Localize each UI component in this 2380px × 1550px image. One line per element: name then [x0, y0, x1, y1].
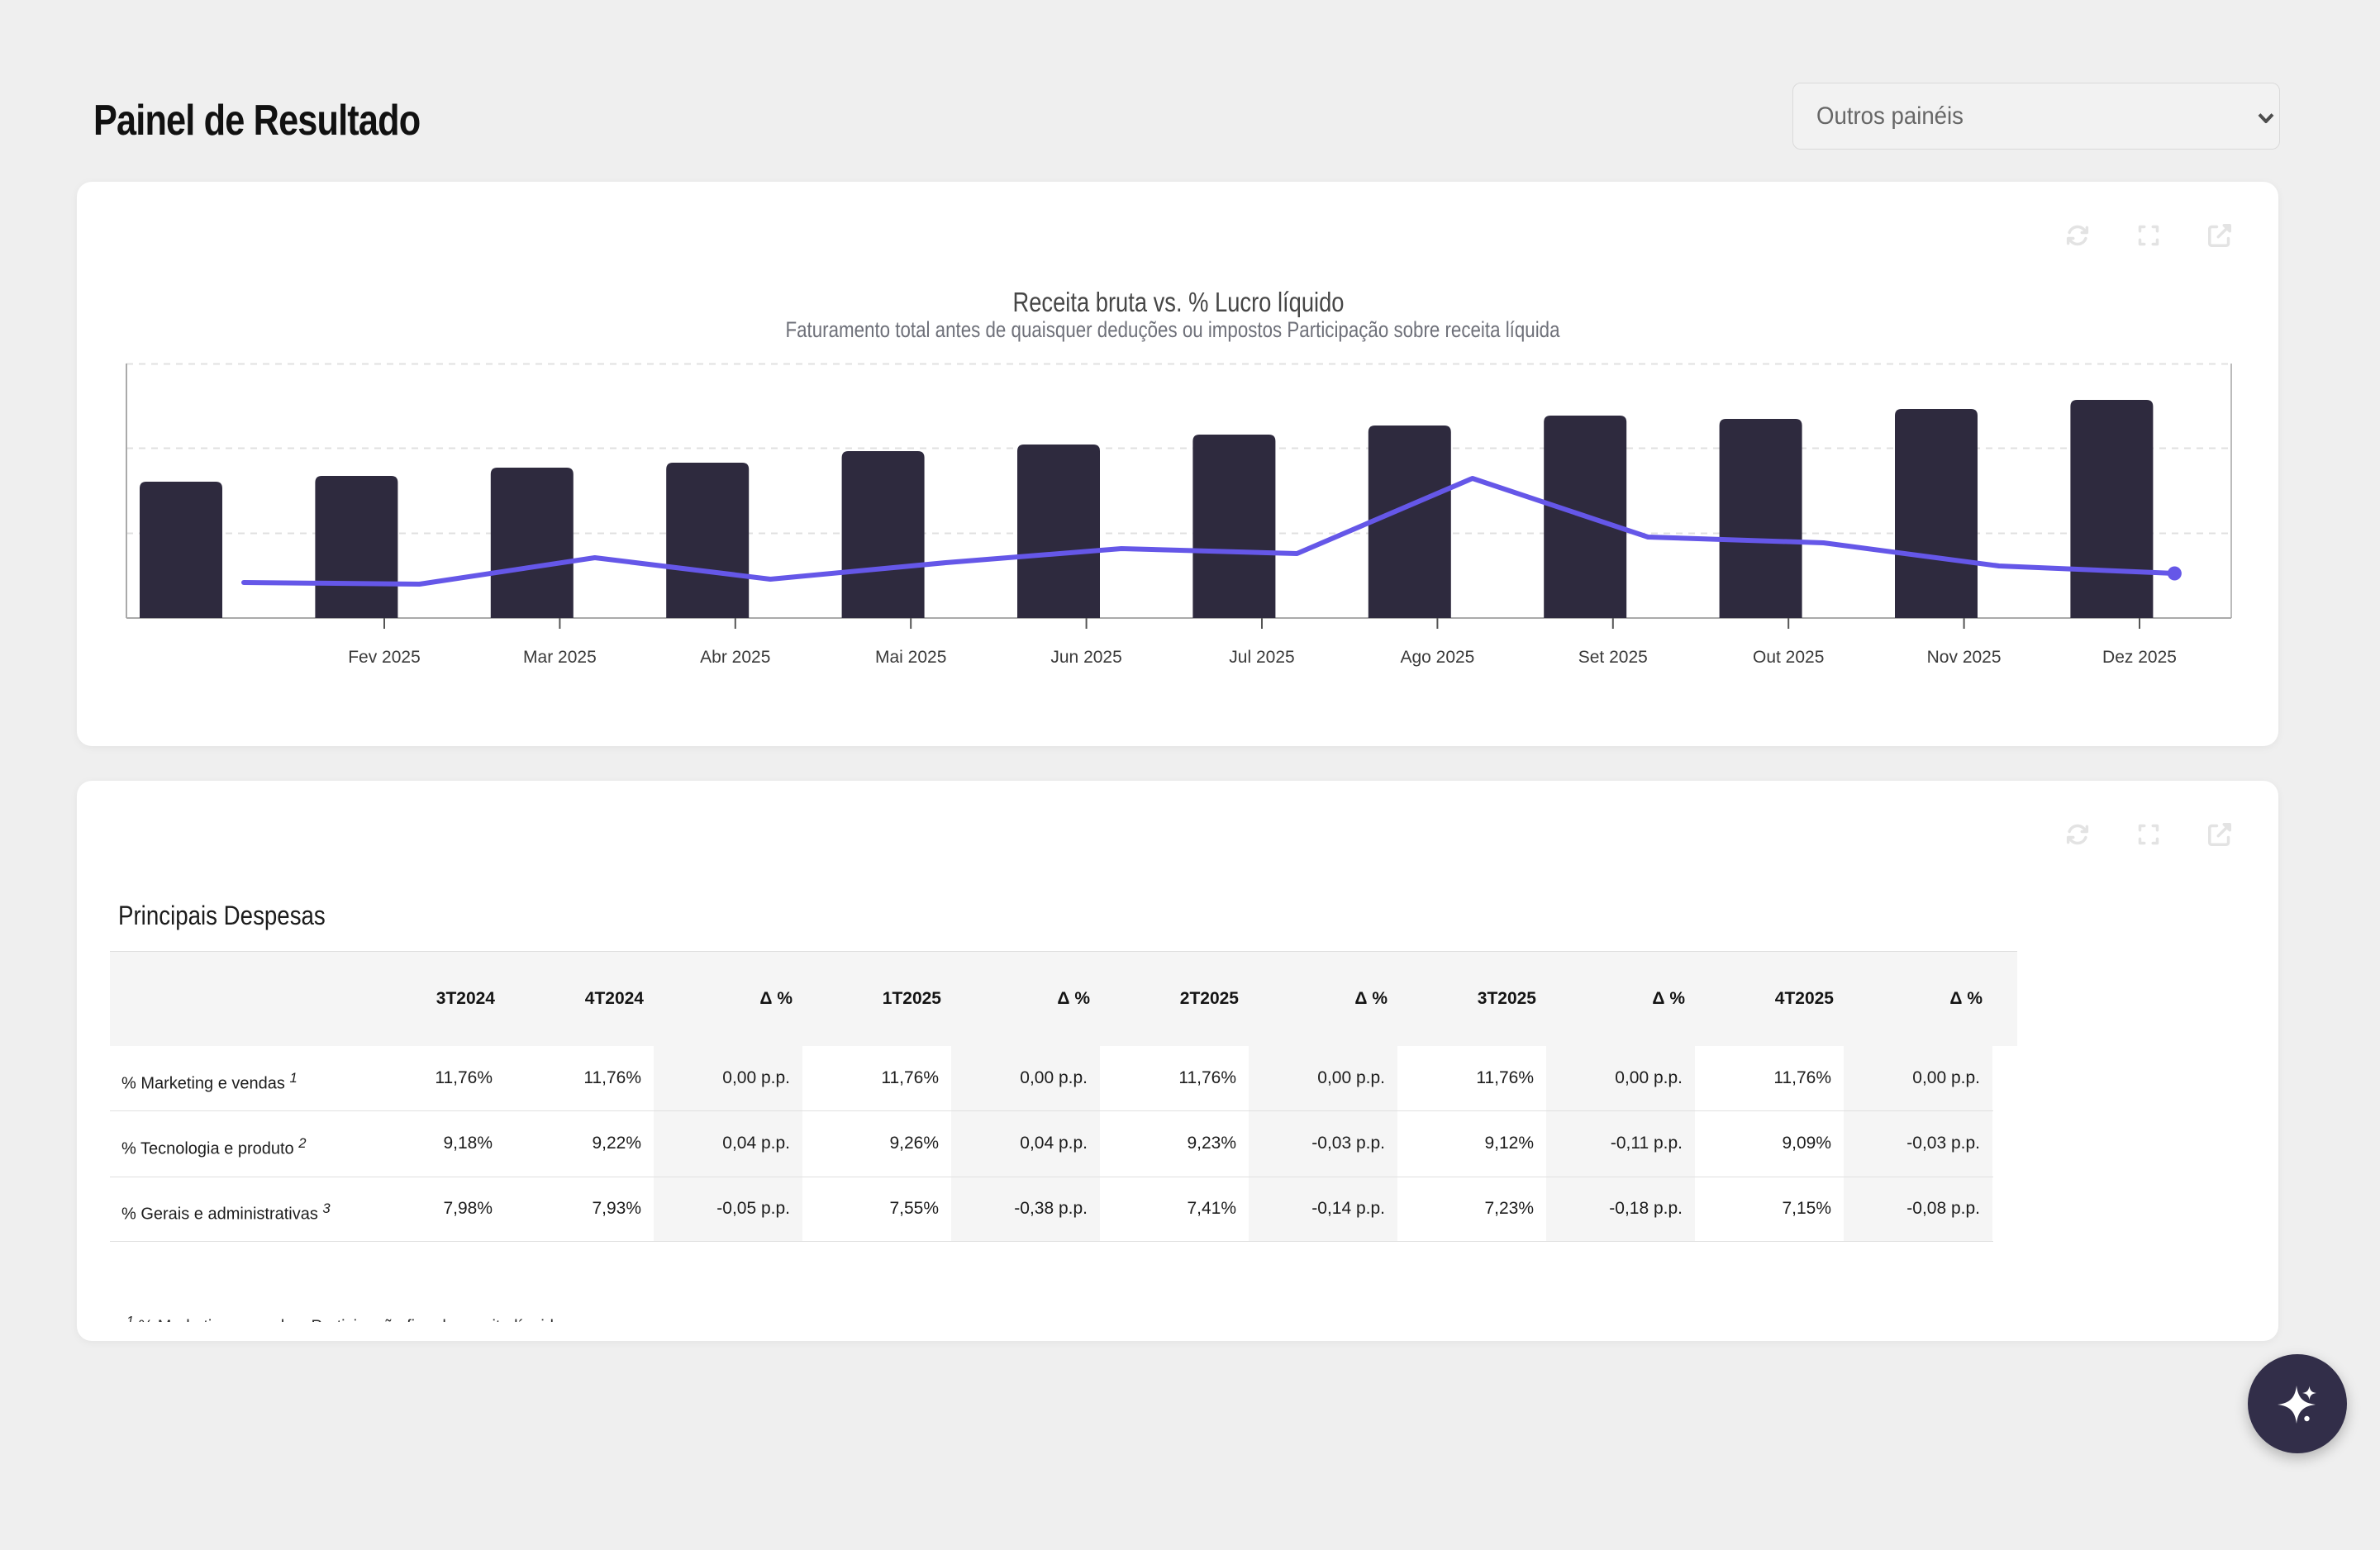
svg-text:Jun 2025: Jun 2025 [1050, 648, 1121, 667]
svg-text:Ago 2025: Ago 2025 [1400, 648, 1474, 667]
svg-text:Nov 2025: Nov 2025 [1927, 648, 2002, 667]
svg-text:Set 2025: Set 2025 [1578, 648, 1648, 667]
svg-text:Faturamento total antes de qua: Faturamento total antes de quaisquer ded… [786, 317, 1561, 342]
svg-text:Out 2025: Out 2025 [1753, 648, 1824, 667]
svg-text:Mai 2025: Mai 2025 [875, 648, 946, 667]
svg-text:Dez 2025: Dez 2025 [2102, 648, 2177, 667]
svg-text:Jul 2025: Jul 2025 [1229, 648, 1294, 667]
svg-text:Mar 2025: Mar 2025 [523, 648, 597, 667]
svg-text:Abr 2025: Abr 2025 [700, 648, 770, 667]
svg-text:Receita bruta vs. % Lucro líqu: Receita bruta vs. % Lucro líquido [1013, 287, 1345, 317]
svg-text:Fev 2025: Fev 2025 [348, 648, 421, 667]
